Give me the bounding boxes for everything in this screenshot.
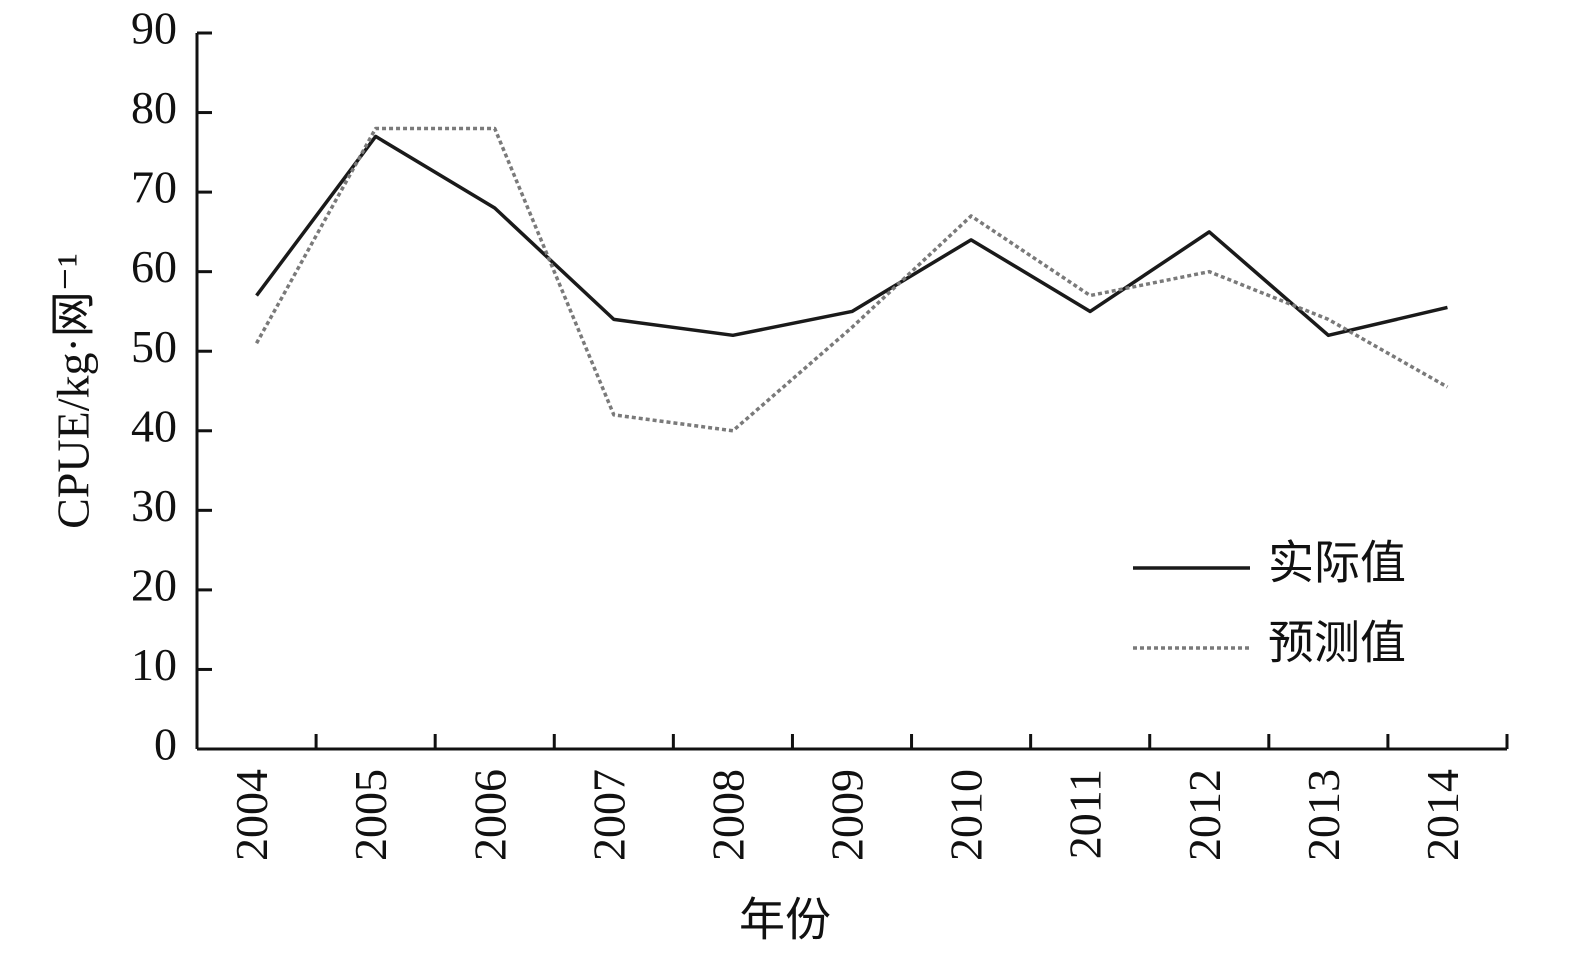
x-tick-label: 2008 — [702, 769, 753, 861]
legend-label: 预测值 — [1268, 618, 1406, 669]
y-tick-label: 10 — [131, 639, 177, 690]
x-tick-label: 2009 — [822, 769, 873, 861]
y-tick-label: 0 — [154, 719, 177, 770]
x-tick-label: 2013 — [1298, 769, 1349, 861]
y-tick-label: 90 — [131, 3, 177, 54]
x-tick-label: 2006 — [464, 769, 515, 861]
y-tick-label: 20 — [131, 559, 177, 610]
x-tick-label: 2011 — [1060, 769, 1111, 859]
x-tick-label: 2004 — [226, 769, 277, 861]
y-tick-label: 40 — [131, 400, 177, 451]
x-tick-label: 2007 — [583, 769, 634, 861]
x-tick-label: 2014 — [1417, 769, 1468, 861]
y-tick-label: 30 — [131, 480, 177, 531]
y-tick-label: 80 — [131, 82, 177, 133]
y-tick-label: 70 — [131, 162, 177, 213]
x-tick-label: 2010 — [941, 769, 992, 861]
y-tick-label: 60 — [131, 241, 177, 292]
x-axis-title: 年份 — [739, 895, 831, 946]
data-line — [255, 126, 1449, 433]
legend-label: 实际值 — [1268, 538, 1406, 589]
y-axis-title: CPUE/kg·网⁻¹ — [48, 253, 99, 529]
x-tick-label: 2012 — [1179, 769, 1230, 861]
data-line — [255, 134, 1448, 338]
x-tick-label: 2005 — [345, 769, 396, 861]
y-tick-label: 50 — [131, 321, 177, 372]
